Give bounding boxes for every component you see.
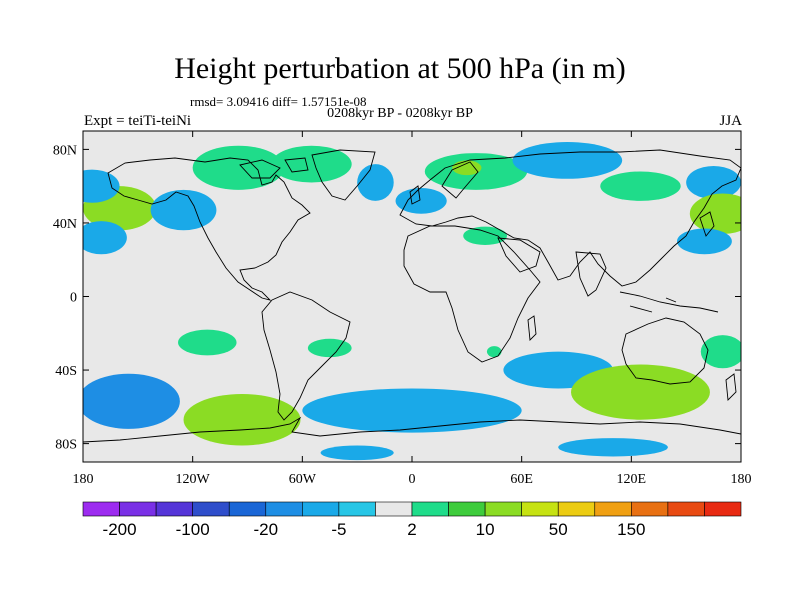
x-tick-label: 120E <box>617 472 647 487</box>
colorbar-swatch <box>557 501 596 517</box>
coastline-madagascar <box>527 315 537 341</box>
coastlines <box>83 149 741 443</box>
coastline-greenland <box>311 149 376 201</box>
colorbar-swatch <box>521 501 559 517</box>
y-tick-label: 80N <box>53 143 77 158</box>
colorbar: -200 -100 -20 -5 2 10 50 150 <box>82 501 742 539</box>
colorbar-swatch <box>82 501 120 517</box>
experiment-label: Expt = teiTi-teiNi <box>84 113 192 129</box>
x-tick-label: 120W <box>176 472 211 487</box>
coastline-arctic-islands <box>239 157 309 179</box>
colorbar-swatch <box>302 501 340 517</box>
colorbar-swatch <box>704 501 742 517</box>
anomaly-region-21 <box>83 373 180 429</box>
coastline-antarctica <box>83 416 741 443</box>
anomaly-region-1 <box>83 169 120 203</box>
coastline-north-america <box>107 157 311 301</box>
x-tick-label: 60W <box>289 472 317 487</box>
anomaly-region-4 <box>192 145 285 190</box>
colorbar-label: 10 <box>476 520 495 539</box>
anomaly-region-7 <box>395 188 447 214</box>
x-tick-label: 180 <box>731 472 752 487</box>
y-axis: 80N 40N 0 40S 80S <box>53 143 741 453</box>
anomaly-region-16 <box>178 329 237 356</box>
colorbar-swatch <box>192 501 230 517</box>
anomaly-region-13 <box>686 165 741 200</box>
y-tick-label: 40N <box>53 217 77 232</box>
anomaly-region-3 <box>150 189 217 231</box>
x-tick-label: 0 <box>409 472 416 487</box>
colorbar-swatch <box>265 501 303 517</box>
coastline-india <box>575 251 607 297</box>
anomaly-region-2 <box>83 221 127 255</box>
anomaly-region-10 <box>463 226 508 246</box>
anomaly-fills <box>83 142 741 461</box>
anomaly-region-5 <box>271 145 352 183</box>
colorbar-label: -20 <box>253 520 278 539</box>
anomaly-region-23 <box>302 388 522 433</box>
coastline-scandinavia <box>441 161 479 199</box>
colorbar-label: 150 <box>617 520 645 539</box>
x-axis: 180 120W 60W 0 60E 120E 180 <box>73 131 752 487</box>
coastline-australia <box>621 317 709 385</box>
anomaly-region-25 <box>320 445 394 461</box>
anomaly-region-14 <box>689 193 741 234</box>
season-label: JJA <box>719 113 742 129</box>
colorbar-swatch <box>594 501 632 517</box>
colorbar-swatch <box>338 501 376 517</box>
colorbar-label: -5 <box>331 520 346 539</box>
x-tick-label: 60E <box>510 472 533 487</box>
x-tick-label: 180 <box>73 472 94 487</box>
colorbar-swatch <box>375 501 413 517</box>
anomaly-region-26 <box>558 438 668 457</box>
coastline-indonesia <box>619 291 719 313</box>
chart-title: Height perturbation at 500 hPa (in m) <box>174 52 626 85</box>
y-tick-label: 80S <box>55 438 77 453</box>
stats-text: rmsd= 3.09416 diff= 1.57151e-08 <box>190 94 367 109</box>
colorbar-swatch <box>411 501 449 517</box>
anomaly-region-20 <box>700 335 741 369</box>
colorbar-swatch <box>631 501 669 517</box>
anomaly-region-22 <box>183 393 301 446</box>
anomaly-region-6 <box>357 164 394 201</box>
anomaly-region-18 <box>486 346 502 358</box>
coastline-new-zealand <box>725 373 737 401</box>
colorbar-label: -200 <box>103 520 137 539</box>
anomaly-region-17 <box>307 338 352 358</box>
colorbar-swatch <box>484 501 522 517</box>
anomaly-region-12 <box>600 171 681 201</box>
coastline-africa <box>403 225 541 363</box>
colorbar-label: -100 <box>176 520 210 539</box>
colorbar-swatch <box>667 501 705 517</box>
chart-subtitle: 0208kyr BP - 0208kyr BP <box>327 106 473 121</box>
anomaly-region-24 <box>571 364 710 420</box>
colorbar-label: 2 <box>407 520 416 539</box>
colorbar-swatch <box>448 501 486 517</box>
y-tick-label: 40S <box>55 364 77 379</box>
colorbar-swatch <box>119 501 157 517</box>
anomaly-region-15 <box>677 228 732 255</box>
coastline-japan <box>699 211 715 237</box>
coastline-uk <box>409 185 421 205</box>
coastline-eurasia <box>399 149 741 287</box>
colorbar-label: 50 <box>549 520 568 539</box>
colorbar-swatch <box>228 501 267 517</box>
y-tick-label: 0 <box>70 291 77 306</box>
coastline-arabia <box>497 237 541 273</box>
anomaly-region-11 <box>512 142 623 179</box>
anomaly-region-9 <box>452 160 482 176</box>
coastline-south-america <box>261 291 351 421</box>
colorbar-swatch <box>155 501 193 517</box>
